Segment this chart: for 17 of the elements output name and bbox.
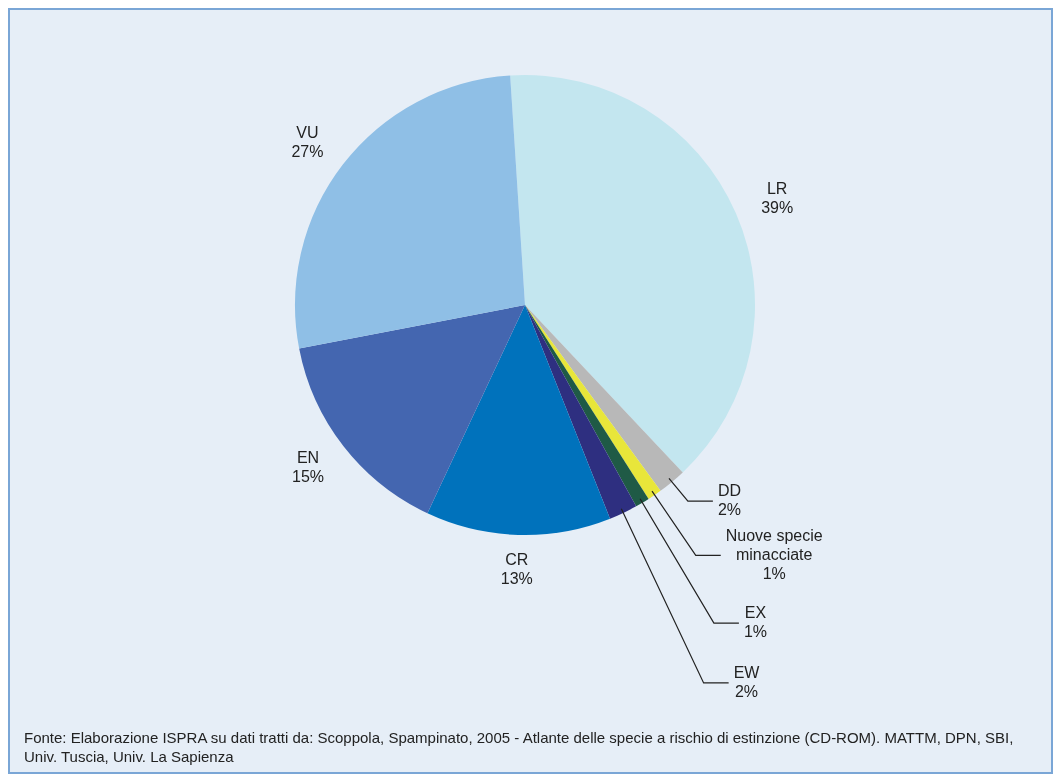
data-label: 13% <box>500 569 533 587</box>
data-label: 27% <box>291 142 324 160</box>
data-label: 2% <box>717 501 742 519</box>
slice-label: CR <box>505 550 529 568</box>
slice-label: EW <box>733 663 761 681</box>
data-label: 1% <box>743 623 768 641</box>
slice-label: EX <box>744 604 767 622</box>
data-label: 1% <box>762 564 786 582</box>
data-label: 15% <box>291 467 325 485</box>
source-note: Fonte: Elaborazione ISPRA su dati tratti da: Scoppola, Spampinato, 2005 - Atlante delle specie a rischio di estinzione (CD-ROM). MATTM, DPN, SBI, Univ. Tuscia, Univ. La Sapienza <box>24 728 1015 766</box>
slice-label: Nuove specie minacciate <box>725 526 823 563</box>
slice-label: LR <box>766 180 788 198</box>
slice-label: DD <box>717 482 741 500</box>
slice-label: EN <box>296 448 320 466</box>
data-label: 2% <box>734 682 759 700</box>
slice-label: VU <box>296 123 319 141</box>
data-label: 39% <box>761 199 794 217</box>
